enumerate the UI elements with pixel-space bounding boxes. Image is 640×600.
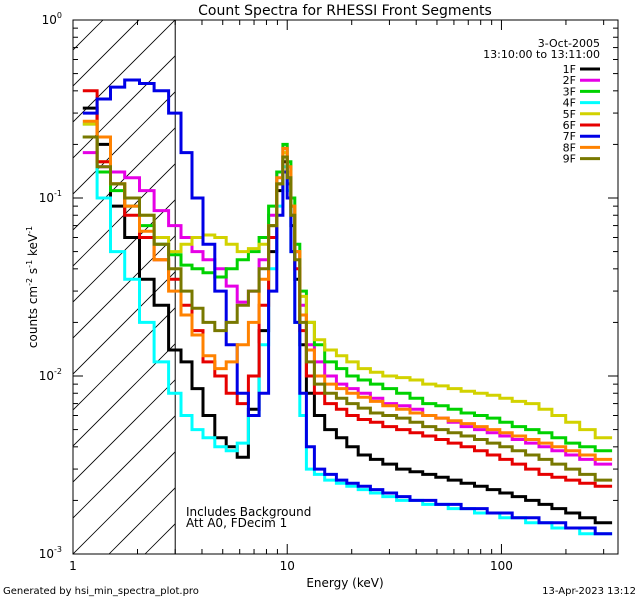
y-axis-label-sup2: -1 — [25, 260, 34, 268]
hatch-line — [217, 0, 640, 554]
series-line-9F — [82, 135, 613, 482]
y-axis-label-mid2: keV — [26, 233, 40, 260]
below-threshold-hatch — [0, 0, 640, 554]
hatch-line — [0, 0, 93, 554]
x-tick-label: 1 — [69, 559, 77, 573]
y-axis-label-mid1: s — [26, 268, 40, 278]
x-tick-label: 10 — [280, 559, 295, 573]
hatch-line — [0, 0, 21, 554]
series-line-7F — [82, 78, 613, 536]
hatch-line — [289, 0, 640, 554]
hatch-line — [253, 0, 640, 554]
hatch-line — [73, 163, 176, 267]
legend-label-3F: 3F — [563, 85, 576, 98]
time-range-label: 13:10:00 to 13:11:00 — [483, 48, 600, 61]
hatch-line — [73, 451, 176, 554]
hatch-line — [577, 0, 640, 554]
hatch-line — [73, 415, 176, 519]
hatch-line — [73, 20, 104, 51]
series-line-6F — [82, 89, 613, 488]
y-tick-label: 100 — [42, 11, 62, 27]
hatch-line — [73, 91, 176, 195]
hatch-line — [433, 0, 640, 554]
hatch-line — [73, 199, 176, 303]
legend-label-1F: 1F — [563, 63, 576, 76]
y-axis-label: counts cm-2 s-1 keV-1 — [25, 226, 40, 348]
hatch-line — [108, 487, 176, 554]
legend-label-6F: 6F — [563, 119, 576, 132]
hatch-line — [325, 0, 640, 554]
legend-label-7F: 7F — [563, 130, 576, 143]
footer-generator: Generated by hsi_min_spectra_plot.pro — [3, 586, 199, 597]
y-axis-label-sup3: -1 — [25, 226, 34, 234]
hatch-line — [73, 343, 176, 447]
hatch-line — [397, 0, 640, 554]
y-tick-label: 10-1 — [39, 189, 62, 205]
series-line-4F — [82, 122, 613, 536]
legend-label-8F: 8F — [563, 141, 576, 154]
hatch-line — [73, 235, 176, 339]
hatch-line — [541, 0, 640, 554]
legend-label-2F: 2F — [563, 74, 576, 87]
x-tick-label: 100 — [490, 559, 513, 573]
y-tick-label: 10-2 — [39, 367, 62, 383]
chart-title: Count Spectra for RHESSI Front Segments — [198, 3, 492, 19]
hatch-line — [613, 0, 640, 554]
legend-label-4F: 4F — [563, 97, 576, 110]
date-label: 3-Oct-2005 — [538, 37, 600, 50]
hatch-line — [73, 20, 176, 123]
hatch-line — [73, 271, 176, 375]
footer-timestamp: 13-Apr-2023 13:12 — [542, 586, 636, 597]
y-tick-label: 10-3 — [39, 545, 62, 561]
y-axis-label-sup1: -2 — [25, 278, 34, 286]
annotation-attenuator: Att A0, FDecim 1 — [186, 516, 287, 530]
legend-label-5F: 5F — [563, 108, 576, 121]
hatch-line — [73, 379, 176, 483]
hatch-line — [469, 0, 640, 554]
plot-frame — [72, 19, 619, 555]
series-line-1F — [82, 106, 613, 525]
x-axis-label: Energy (keV) — [306, 576, 383, 590]
series-line-5F — [82, 122, 613, 440]
y-axis-label-base: counts cm — [26, 286, 40, 348]
legend-label-9F: 9F — [563, 153, 576, 166]
hatch-line — [73, 55, 176, 159]
annotation-background: Includes Background — [186, 505, 311, 519]
hatch-line — [361, 0, 640, 554]
